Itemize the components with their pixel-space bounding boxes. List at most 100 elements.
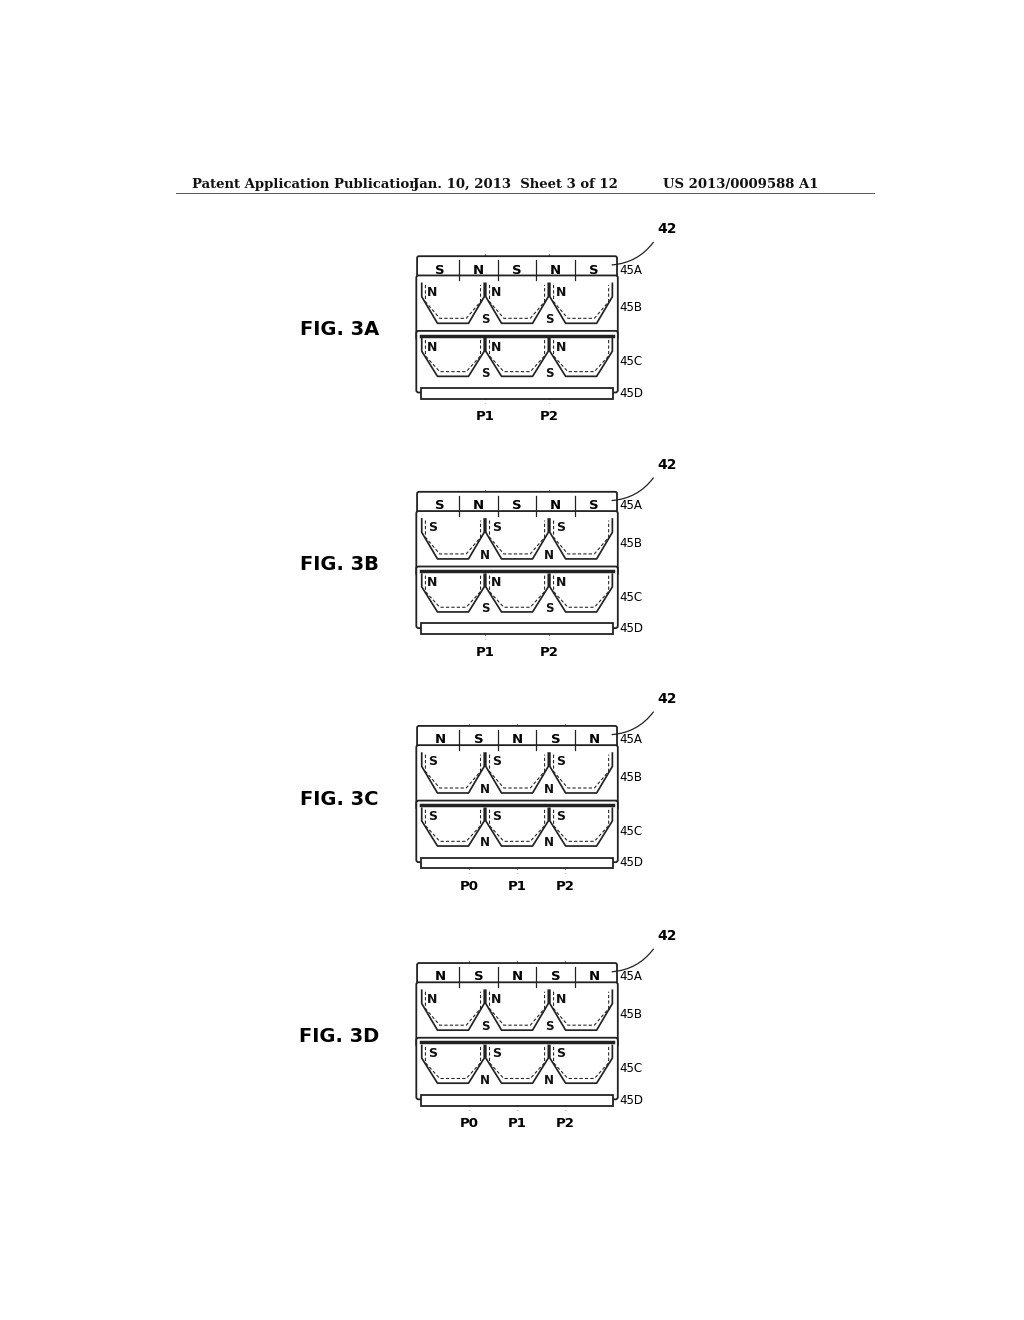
Text: S: S: [551, 970, 560, 983]
Text: P1: P1: [508, 880, 526, 892]
Text: P1: P1: [475, 645, 495, 659]
Text: N: N: [544, 837, 554, 849]
Text: S: S: [428, 1047, 437, 1060]
Text: S: S: [545, 1020, 553, 1034]
Text: S: S: [480, 367, 489, 380]
Text: N: N: [434, 970, 445, 983]
Text: S: S: [545, 313, 553, 326]
Text: FIG. 3A: FIG. 3A: [300, 319, 379, 339]
Text: 45B: 45B: [620, 771, 642, 784]
Text: S: S: [493, 1047, 501, 1060]
Text: N: N: [550, 264, 561, 277]
Text: S: S: [589, 499, 599, 512]
Text: S: S: [474, 733, 483, 746]
Text: 45A: 45A: [620, 499, 642, 512]
Bar: [421, 858, 613, 869]
Text: 45D: 45D: [620, 622, 643, 635]
Text: 45A: 45A: [620, 733, 642, 746]
Text: N: N: [589, 970, 599, 983]
Text: N: N: [555, 993, 566, 1006]
Text: 45D: 45D: [620, 1093, 643, 1106]
Text: N: N: [427, 285, 437, 298]
FancyBboxPatch shape: [417, 276, 617, 341]
FancyBboxPatch shape: [417, 964, 617, 991]
Text: N: N: [480, 549, 490, 562]
Text: 45C: 45C: [620, 355, 642, 368]
Text: S: S: [556, 810, 565, 824]
Text: N: N: [550, 499, 561, 512]
Text: 45B: 45B: [620, 301, 642, 314]
Text: S: S: [428, 810, 437, 824]
Text: N: N: [480, 783, 490, 796]
Text: 42: 42: [657, 458, 677, 471]
Text: S: S: [551, 733, 560, 746]
Text: N: N: [511, 970, 522, 983]
Text: N: N: [544, 549, 554, 562]
Text: P0: P0: [460, 1117, 478, 1130]
Text: S: S: [428, 521, 437, 535]
Text: S: S: [480, 313, 489, 326]
FancyBboxPatch shape: [417, 744, 617, 810]
Text: N: N: [480, 837, 490, 849]
Text: N: N: [555, 285, 566, 298]
Text: N: N: [492, 576, 502, 589]
Text: N: N: [544, 783, 554, 796]
FancyBboxPatch shape: [417, 331, 617, 392]
Text: 45D: 45D: [620, 857, 643, 870]
FancyBboxPatch shape: [417, 256, 617, 284]
Text: S: S: [474, 970, 483, 983]
Text: S: S: [435, 499, 445, 512]
Text: Patent Application Publication: Patent Application Publication: [191, 178, 418, 190]
Text: 45C: 45C: [620, 1063, 642, 1074]
Text: S: S: [480, 602, 489, 615]
Text: S: S: [435, 264, 445, 277]
Text: S: S: [556, 521, 565, 535]
Text: S: S: [589, 264, 599, 277]
Text: S: S: [493, 810, 501, 824]
Text: N: N: [427, 576, 437, 589]
FancyBboxPatch shape: [417, 566, 617, 628]
Text: 45C: 45C: [620, 825, 642, 838]
Text: N: N: [480, 1073, 490, 1086]
Text: N: N: [427, 341, 437, 354]
Text: N: N: [473, 499, 484, 512]
FancyBboxPatch shape: [417, 1038, 617, 1100]
Text: S: S: [556, 1047, 565, 1060]
Text: N: N: [473, 264, 484, 277]
Text: N: N: [492, 341, 502, 354]
Text: 45B: 45B: [620, 537, 642, 550]
Text: N: N: [544, 1073, 554, 1086]
Text: P2: P2: [540, 645, 558, 659]
Text: US 2013/0009588 A1: US 2013/0009588 A1: [663, 178, 818, 190]
Text: P2: P2: [540, 411, 558, 424]
Text: S: S: [545, 367, 553, 380]
Text: N: N: [492, 285, 502, 298]
FancyBboxPatch shape: [417, 492, 617, 520]
Text: 42: 42: [657, 222, 677, 236]
Text: 45D: 45D: [620, 387, 643, 400]
Text: N: N: [492, 993, 502, 1006]
Text: 42: 42: [657, 692, 677, 706]
FancyBboxPatch shape: [417, 982, 617, 1047]
Text: Jan. 10, 2013  Sheet 3 of 12: Jan. 10, 2013 Sheet 3 of 12: [414, 178, 618, 190]
Text: P2: P2: [556, 880, 574, 892]
Text: P1: P1: [475, 411, 495, 424]
FancyBboxPatch shape: [417, 800, 617, 862]
Text: N: N: [427, 993, 437, 1006]
Text: N: N: [555, 341, 566, 354]
Text: S: S: [512, 264, 522, 277]
Text: P0: P0: [460, 880, 478, 892]
Bar: [421, 623, 613, 635]
Bar: [421, 388, 613, 399]
Text: P2: P2: [556, 1117, 574, 1130]
Text: N: N: [589, 733, 599, 746]
Text: S: S: [512, 499, 522, 512]
Text: S: S: [480, 1020, 489, 1034]
Text: N: N: [434, 733, 445, 746]
Text: S: S: [556, 755, 565, 768]
Text: S: S: [428, 755, 437, 768]
FancyBboxPatch shape: [417, 726, 617, 754]
Text: N: N: [555, 576, 566, 589]
Text: S: S: [545, 602, 553, 615]
Text: FIG. 3D: FIG. 3D: [299, 1027, 380, 1045]
